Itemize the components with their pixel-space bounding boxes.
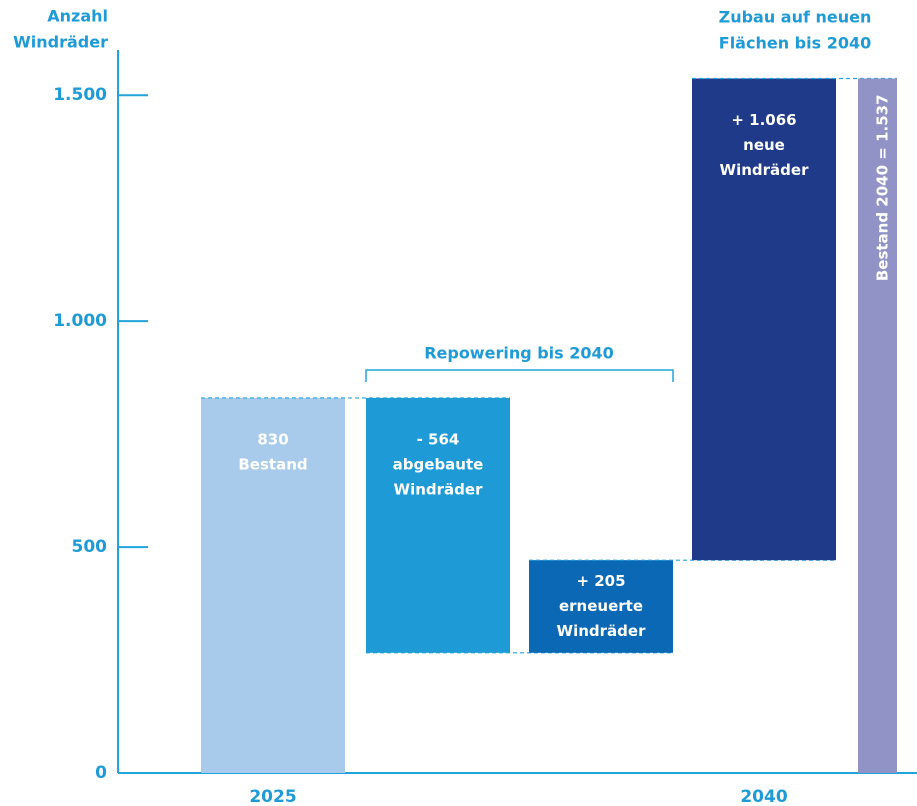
bar: [529, 560, 673, 653]
bar-description: Windräder: [720, 161, 810, 179]
x-tick-label: 2025: [249, 787, 296, 806]
bar-description: Bestand 2040 =: [873, 147, 891, 281]
bar-description: Windräder: [557, 622, 647, 640]
x-tick-label: 2040: [740, 787, 787, 806]
value-label: + 1.066: [731, 111, 796, 129]
bar-description: Windräder: [394, 480, 484, 498]
value-label: 1.537: [873, 94, 891, 147]
y-axis-label: Windräder: [13, 33, 108, 52]
bar: [692, 78, 836, 561]
bar-description: abgebaute: [393, 455, 484, 473]
value-label: - 564: [417, 430, 460, 448]
y-tick-label: 1.000: [53, 311, 107, 331]
annotation: Zubau auf neuen: [719, 8, 872, 27]
bar-label: Bestand 2040 = 1.537: [873, 94, 891, 281]
y-tick-label: 0: [95, 763, 107, 783]
bar-description: neue: [743, 136, 785, 154]
y-tick-label: 500: [72, 537, 108, 557]
bar-description: erneuerte: [559, 597, 643, 615]
bar-description: Bestand: [238, 455, 307, 473]
y-tick-label: 1.500: [53, 85, 107, 105]
bar: [366, 397, 510, 653]
y-axis-label: Anzahl: [47, 7, 108, 26]
annotation: Flächen bis 2040: [719, 34, 871, 53]
value-label: + 205: [576, 572, 625, 590]
annotation: Repowering bis 2040: [424, 344, 614, 363]
bar: [201, 397, 345, 773]
bar: [858, 78, 897, 773]
bracket: [365, 369, 674, 382]
value-label: 830: [257, 430, 288, 448]
